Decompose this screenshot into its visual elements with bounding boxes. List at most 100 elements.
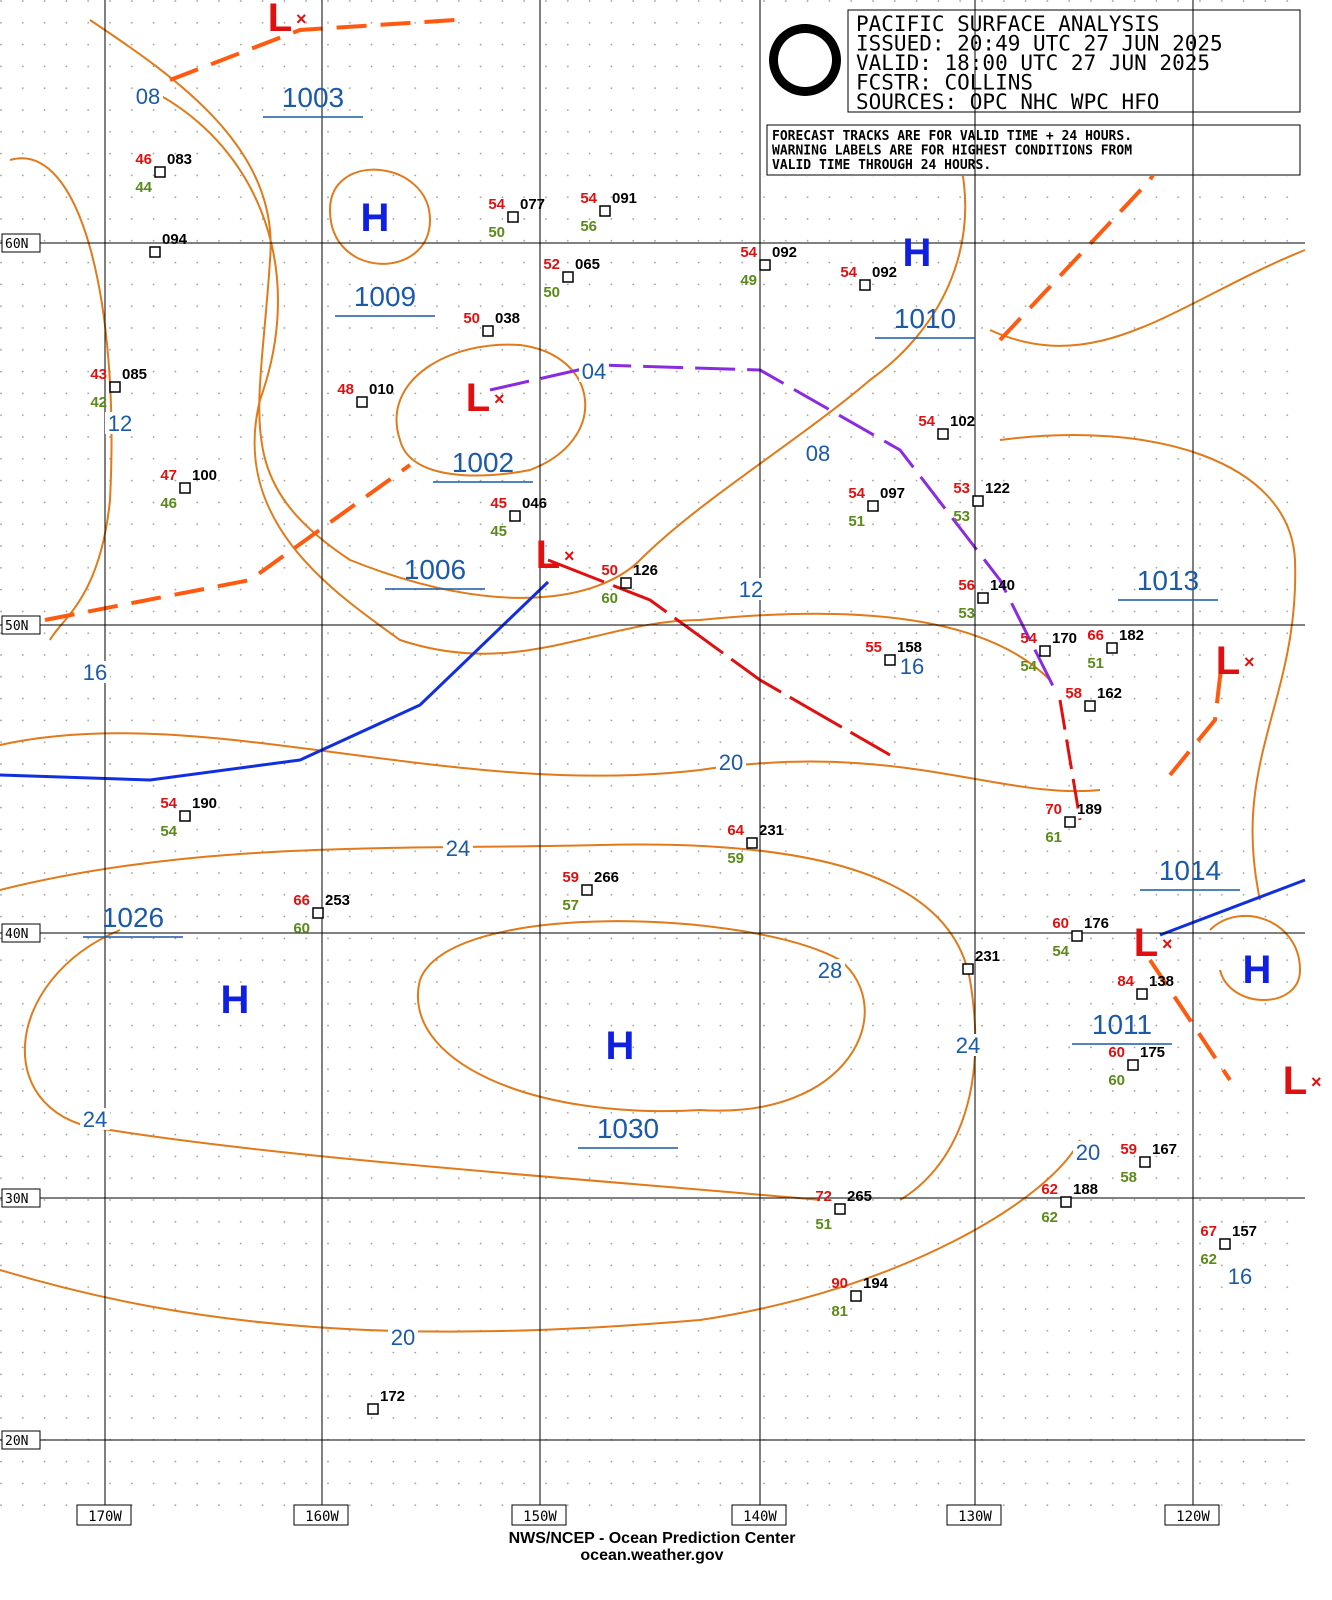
station-pressure: 176 bbox=[1084, 915, 1109, 932]
station-pressure: 172 bbox=[380, 1388, 405, 1405]
station-dewpoint: 49 bbox=[740, 272, 757, 289]
lon-label: 130W bbox=[958, 1509, 992, 1525]
station-pressure: 194 bbox=[863, 1275, 889, 1292]
isobar-label-bg bbox=[803, 442, 833, 464]
note-line: VALID TIME THROUGH 24 HOURS. bbox=[772, 158, 991, 173]
station-pressure: 091 bbox=[612, 190, 637, 207]
station-temp: 46 bbox=[135, 151, 152, 168]
station-temp: 56 bbox=[958, 577, 975, 594]
low-center: L bbox=[466, 376, 490, 420]
station-pressure: 122 bbox=[985, 480, 1010, 497]
low-center: L bbox=[1216, 639, 1240, 683]
station-pressure: 097 bbox=[880, 485, 905, 502]
low-center: L bbox=[536, 533, 560, 577]
station-pressure: 266 bbox=[594, 869, 619, 886]
station-pressure: 231 bbox=[975, 948, 1000, 965]
station-temp: 52 bbox=[543, 256, 560, 273]
station-pressure: 175 bbox=[1140, 1044, 1165, 1061]
lon-label-bg bbox=[731, 1504, 787, 1526]
station-pressure: 188 bbox=[1073, 1181, 1098, 1198]
station-temp: 48 bbox=[337, 381, 354, 398]
high-center: H bbox=[361, 196, 390, 240]
station-dewpoint: 62 bbox=[1041, 1209, 1058, 1226]
lon-label: 120W bbox=[1176, 1509, 1210, 1525]
station-dewpoint: 58 bbox=[1120, 1169, 1137, 1186]
station-box bbox=[1106, 642, 1118, 654]
station-temp: 60 bbox=[1052, 915, 1069, 932]
isobar-label: 16 bbox=[900, 654, 924, 679]
station-dewpoint: 51 bbox=[848, 513, 865, 530]
station-pressure: 170 bbox=[1052, 630, 1077, 647]
station-box bbox=[884, 654, 896, 666]
header-line: ISSUED: 20:49 UTC 27 JUN 2025 bbox=[856, 32, 1223, 56]
header-line: SOURCES: OPC NHC WPC HFO bbox=[856, 90, 1159, 114]
central-pressure: 1013 bbox=[1137, 565, 1199, 596]
isobar-label-bg bbox=[953, 1034, 983, 1056]
station-temp: 64 bbox=[727, 822, 744, 839]
station-temp: 90 bbox=[831, 1275, 848, 1292]
station-box bbox=[867, 500, 879, 512]
station-pressure: 182 bbox=[1119, 627, 1144, 644]
station-dewpoint: 45 bbox=[490, 523, 507, 540]
station-pressure: 253 bbox=[325, 892, 350, 909]
station-box bbox=[746, 837, 758, 849]
low-x: × bbox=[1244, 652, 1255, 672]
station-box bbox=[367, 1403, 379, 1415]
station-box bbox=[1071, 930, 1083, 942]
station-box bbox=[154, 166, 166, 178]
station-pressure: 077 bbox=[520, 196, 545, 213]
central-pressure: 1030 bbox=[597, 1113, 659, 1144]
station-dewpoint: 59 bbox=[727, 850, 744, 867]
lon-label-bg bbox=[293, 1504, 349, 1526]
lat-label-bg bbox=[1, 233, 41, 253]
station-pressure: 265 bbox=[847, 1188, 872, 1205]
station-temp: 54 bbox=[740, 244, 757, 261]
station-temp: 54 bbox=[488, 196, 505, 213]
station-temp: 54 bbox=[918, 413, 935, 430]
lat-label-bg bbox=[1, 1430, 41, 1450]
station-pressure: 138 bbox=[1149, 973, 1174, 990]
station-pressure: 038 bbox=[495, 310, 520, 327]
station-pressure: 167 bbox=[1152, 1141, 1177, 1158]
station-pressure: 162 bbox=[1097, 685, 1122, 702]
station-temp: 43 bbox=[90, 366, 107, 383]
lon-label-bg bbox=[511, 1504, 567, 1526]
isobar-label-bg bbox=[736, 578, 766, 600]
isobar-label: 16 bbox=[83, 660, 107, 685]
central-pressure: 1014 bbox=[1159, 855, 1221, 886]
isobar-label: 08 bbox=[806, 441, 830, 466]
station-box bbox=[1064, 816, 1076, 828]
isobar-label: 12 bbox=[108, 411, 132, 436]
station-pressure: 094 bbox=[162, 231, 188, 248]
station-box bbox=[1039, 645, 1051, 657]
station-dewpoint: 51 bbox=[1087, 655, 1104, 672]
station-pressure: 190 bbox=[192, 795, 217, 812]
station-pressure: 065 bbox=[575, 256, 600, 273]
station-dewpoint: 51 bbox=[815, 1216, 832, 1233]
station-temp: 54 bbox=[1020, 630, 1037, 647]
station-pressure: 102 bbox=[950, 413, 975, 430]
isobar-label-bg bbox=[1073, 1141, 1103, 1163]
station-temp: 53 bbox=[953, 480, 970, 497]
station-box bbox=[850, 1290, 862, 1302]
station-dewpoint: 60 bbox=[293, 920, 310, 937]
station-pressure: 126 bbox=[633, 562, 658, 579]
isobar-label: 28 bbox=[818, 958, 842, 983]
lat-label: 20N bbox=[5, 1434, 28, 1449]
header-line: FCSTR: COLLINS bbox=[856, 71, 1033, 95]
station-pressure: 083 bbox=[167, 151, 192, 168]
station-pressure: 046 bbox=[522, 495, 547, 512]
station-pressure: 010 bbox=[369, 381, 394, 398]
isobar-label-bg bbox=[105, 412, 135, 434]
isobars bbox=[0, 19, 1306, 1333]
isobar-label: 20 bbox=[719, 750, 743, 775]
central-pressure: 1006 bbox=[404, 554, 466, 585]
station-box bbox=[859, 279, 871, 291]
station-temp: 47 bbox=[160, 467, 177, 484]
lat-label: 30N bbox=[5, 1192, 28, 1207]
noaa-logo-inner bbox=[778, 33, 832, 87]
station-temp: 54 bbox=[580, 190, 597, 207]
station-box bbox=[1136, 988, 1148, 1000]
station-dewpoint: 44 bbox=[135, 179, 152, 196]
